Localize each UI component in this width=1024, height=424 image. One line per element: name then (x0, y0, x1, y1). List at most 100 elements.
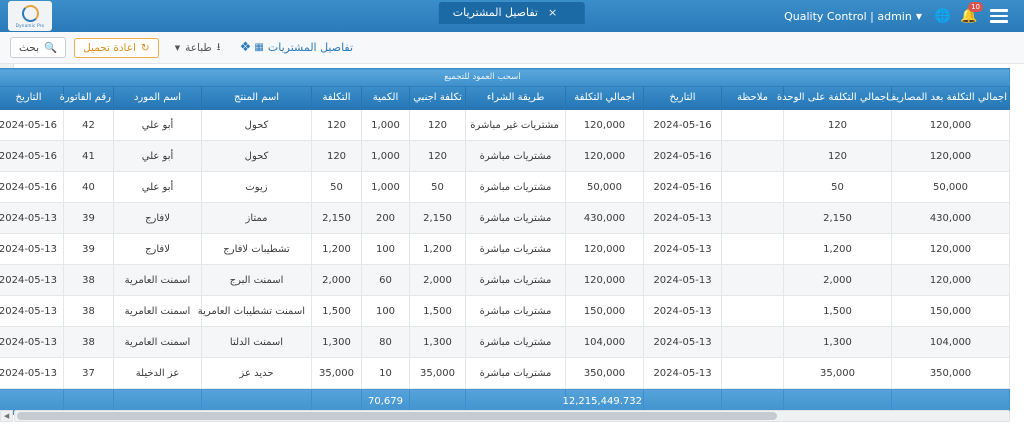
column-header-date-2[interactable]: التاريخ (643, 85, 722, 110)
cell-invoice-number: 39 (63, 202, 114, 234)
column-header-quantity[interactable]: الكمية (361, 85, 410, 110)
cell-foreign-cost: 120 (409, 140, 466, 172)
search-button[interactable]: 🔍 بحث (10, 37, 67, 58)
table-row[interactable]: 120,000 120 2024-05-16 120,000 مشتريات غير م… (0, 109, 1010, 141)
column-header-total-unit-cost[interactable]: اجمالي التكلفة على الوحدة (777, 85, 892, 110)
column-header-cost[interactable]: التكلفة (311, 85, 362, 110)
cell-invoice-number: 38 (63, 326, 114, 358)
chevron-down-icon: ▼ (915, 11, 922, 21)
cell-total-cost: 120,000 (565, 264, 644, 296)
cell-note (721, 202, 784, 234)
cell-quantity: 200 (361, 202, 410, 234)
group-panel-hint: اسحب العمود للتجميع (0, 68, 1011, 86)
cell-total-cost: 120,000 (565, 233, 644, 265)
logo-ring-icon (21, 4, 39, 22)
cell-product-name: اسمنت تشطيبات العامرية (198, 295, 312, 327)
scroll-left-arrow-icon[interactable]: ◀ (0, 410, 13, 422)
reload-button[interactable]: ↻ اعادة تحميل (74, 37, 159, 58)
top-navigation-bar: 🔔 10 🌐 ▼ Quality Control | admin × تفاصي… (0, 0, 1024, 32)
cell-total-after-expenses: 50,000 (891, 171, 1010, 203)
cell-product-name: ممتاز (201, 202, 312, 234)
search-icon: 🔍 (44, 42, 58, 54)
cell-purchase-method: مشتريات مباشرة (465, 264, 566, 296)
search-label: بحث (19, 41, 40, 54)
column-header-total-after-expenses[interactable]: اجمالي التكلفة بعد المصاريف (886, 85, 1010, 110)
table-row[interactable]: 50,000 50 2024-05-16 50,000 مشتريات مباشرة 50… (0, 171, 1010, 203)
cell-cost: 1,300 (311, 326, 362, 358)
app-logo: Dynamic Pro (8, 1, 52, 31)
logo-text: Dynamic Pro (15, 22, 45, 28)
table-row[interactable]: 430,000 2,150 2024-05-13 430,000 مشتريات مبا… (0, 202, 1010, 234)
cell-foreign-cost: 1,500 (409, 295, 466, 327)
cell-date-1: 2024-05-16 (0, 109, 64, 141)
cell-note (721, 295, 784, 327)
cell-cost: 1,500 (311, 295, 362, 327)
table-row[interactable]: 120,000 2,000 2024-05-13 120,000 مشتريات مبا… (0, 264, 1010, 296)
drag-dots-icon[interactable]: ❖ (239, 40, 252, 55)
cell-total-unit-cost: 1,300 (783, 326, 892, 358)
hamburger-menu-icon[interactable] (982, 0, 1016, 32)
cell-total-unit-cost: 120 (783, 109, 892, 141)
cell-invoice-number: 41 (63, 140, 114, 172)
reload-label: اعادة تحميل (83, 41, 136, 54)
column-header-product-name[interactable]: اسم المنتج (201, 85, 312, 110)
cell-cost: 2,000 (311, 264, 362, 296)
notification-count-badge: 10 (968, 2, 983, 12)
horizontal-scrollbar[interactable] (14, 410, 1010, 422)
cell-purchase-method: مشتريات مباشرة (465, 357, 566, 389)
cell-date-2: 2024-05-16 (643, 109, 722, 141)
cell-quantity: 1,000 (361, 171, 410, 203)
cell-date-2: 2024-05-16 (643, 171, 722, 203)
cell-quantity: 1,000 (361, 140, 410, 172)
cell-date-2: 2024-05-13 (643, 295, 722, 327)
cell-product-name: اسمنت الدلتا (201, 326, 312, 358)
column-header-purchase-method[interactable]: طريقة الشراء (465, 85, 566, 110)
print-label: طباعة (185, 41, 212, 54)
print-button[interactable]: ⭳ طباعة ▼ (167, 36, 229, 60)
cell-foreign-cost: 1,300 (409, 326, 466, 358)
table-row[interactable]: 120,000 1,200 2024-05-13 120,000 مشتريات مبا… (0, 233, 1010, 265)
table-row[interactable]: 350,000 35,000 2024-05-13 350,000 مشتريات مب… (0, 357, 1010, 389)
table-icon: ▦ (254, 42, 264, 53)
table-header: اجمالي التكلفة بعد المصاريف اجمالي التكل… (0, 85, 1010, 110)
cell-quantity: 80 (361, 326, 410, 358)
cell-quantity: 1,000 (361, 109, 410, 141)
cell-product-name: كحول (201, 109, 312, 141)
notifications-button[interactable]: 🔔 10 (956, 0, 983, 32)
column-header-note[interactable]: ملاحظة (721, 85, 784, 110)
column-header-supplier-name[interactable]: اسم المورد (113, 85, 202, 110)
purchases-table-wrapper: اسحب العمود للتجميع اجمالي التكلفة بعد ا… (0, 68, 1011, 415)
table-row[interactable]: 120,000 120 2024-05-16 120,000 مشتريات مباشر… (0, 140, 1010, 172)
active-tab[interactable]: × تفاصيل المشتريات (438, 2, 586, 24)
cell-total-after-expenses: 120,000 (891, 140, 1010, 172)
column-header-date-1[interactable]: التاريخ (0, 85, 64, 110)
group-panel-row[interactable]: اسحب العمود للتجميع (0, 68, 1011, 86)
translate-icon[interactable]: 🌐 (934, 8, 952, 24)
cell-date-1: 2024-05-13 (0, 357, 64, 389)
toolbar-actions: ❖ ⭳ طباعة ▼ ↻ اعادة تحميل 🔍 بحث (10, 36, 254, 60)
cell-note (721, 171, 784, 203)
cell-cost: 120 (311, 140, 362, 172)
cell-total-after-expenses: 104,000 (891, 326, 1010, 358)
cell-purchase-method: مشتريات مباشرة (465, 140, 566, 172)
column-header-foreign-cost[interactable]: تكلفة اجنبي (409, 85, 466, 110)
cell-foreign-cost: 2,000 (409, 264, 466, 296)
column-header-invoice-number[interactable]: رقم الفاتورة (60, 85, 114, 110)
cell-total-unit-cost: 2,000 (783, 264, 892, 296)
cell-supplier-name: اسمنت العامرية (113, 264, 202, 296)
horizontal-scrollbar-thumb[interactable] (17, 412, 777, 420)
cell-date-2: 2024-05-13 (643, 264, 722, 296)
column-header-total-cost[interactable]: اجمالي التكلفة (565, 85, 644, 110)
cell-note (721, 357, 784, 389)
cell-date-2: 2024-05-13 (643, 233, 722, 265)
table-row[interactable]: 104,000 1,300 2024-05-13 104,000 مشتريات مبا… (0, 326, 1010, 358)
user-account-label: Quality Control | admin (784, 9, 912, 23)
tab-label: تفاصيل المشتريات (452, 6, 538, 19)
cell-date-1: 2024-05-13 (0, 233, 64, 265)
cell-cost: 1,200 (311, 233, 362, 265)
close-icon[interactable]: × (547, 6, 558, 19)
page-toolbar: تفاصيل المشتريات ▦ ❖ ⭳ طباعة ▼ ↻ اعادة ت… (0, 32, 1024, 64)
cell-product-name: اسمنت البرج (201, 264, 312, 296)
user-account-menu[interactable]: ▼ Quality Control | admin (784, 10, 922, 23)
table-row[interactable]: 150,000 1,500 2024-05-13 150,000 مشتريات مبا… (0, 295, 1010, 327)
